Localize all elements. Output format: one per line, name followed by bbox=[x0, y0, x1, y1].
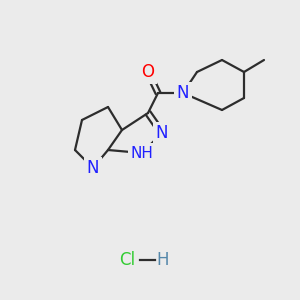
Text: O: O bbox=[142, 63, 154, 81]
Text: N: N bbox=[177, 84, 189, 102]
Text: N: N bbox=[156, 124, 168, 142]
Text: Cl: Cl bbox=[119, 251, 135, 269]
Text: H: H bbox=[157, 251, 169, 269]
Text: NH: NH bbox=[130, 146, 153, 160]
Text: N: N bbox=[87, 159, 99, 177]
